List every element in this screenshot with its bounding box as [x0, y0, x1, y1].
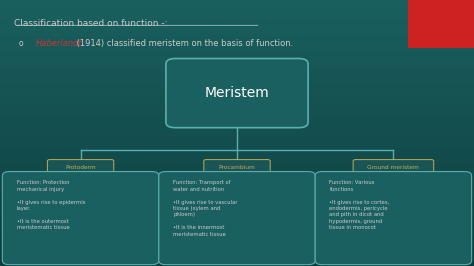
Bar — [0, 0, 474, 5]
Bar — [0, 59, 474, 64]
Bar — [0, 101, 474, 106]
Bar — [0, 21, 474, 27]
Bar — [0, 144, 474, 149]
Bar — [0, 255, 474, 261]
Bar — [0, 74, 474, 80]
Bar — [0, 37, 474, 43]
Text: Function: Various
functions

•It gives rise to cortex,
endodermis, pericycle
and: Function: Various functions •It gives ri… — [329, 180, 390, 230]
Bar — [0, 234, 474, 239]
Bar — [0, 239, 474, 245]
Text: Ground meristem: Ground meristem — [367, 165, 419, 170]
Bar — [0, 117, 474, 122]
FancyBboxPatch shape — [204, 160, 270, 176]
Bar — [0, 11, 474, 16]
Bar — [0, 229, 474, 234]
Text: o: o — [19, 39, 24, 48]
Text: (1914) classified meristem on the basis of function.: (1914) classified meristem on the basis … — [74, 39, 294, 48]
Bar — [0, 207, 474, 213]
Bar — [0, 176, 474, 181]
Bar — [0, 5, 474, 11]
Bar — [0, 154, 474, 160]
Bar — [0, 245, 474, 250]
Bar — [0, 218, 474, 223]
Bar — [0, 27, 474, 32]
Text: Classification based on function -:: Classification based on function -: — [14, 19, 168, 28]
Bar — [0, 261, 474, 266]
FancyBboxPatch shape — [166, 59, 308, 128]
Bar — [0, 181, 474, 186]
FancyBboxPatch shape — [47, 160, 114, 176]
Bar — [0, 192, 474, 197]
Bar — [0, 106, 474, 112]
Bar — [0, 170, 474, 176]
Bar — [0, 149, 474, 154]
Bar — [0, 48, 474, 53]
Text: Meristem: Meristem — [205, 86, 269, 100]
Bar — [0, 160, 474, 165]
Bar — [0, 128, 474, 133]
Bar — [0, 213, 474, 218]
Bar — [0, 80, 474, 85]
Bar — [0, 197, 474, 202]
Bar — [0, 43, 474, 48]
Bar — [0, 122, 474, 128]
Bar — [0, 90, 474, 96]
Bar — [0, 96, 474, 101]
FancyBboxPatch shape — [315, 172, 472, 265]
FancyBboxPatch shape — [159, 172, 315, 265]
Text: Haberlandt: Haberlandt — [36, 39, 82, 48]
Bar — [0, 69, 474, 74]
FancyBboxPatch shape — [2, 172, 159, 265]
Bar — [0, 64, 474, 69]
Bar — [0, 250, 474, 255]
Bar — [0, 223, 474, 229]
Text: Procambium: Procambium — [219, 165, 255, 170]
Bar — [0, 112, 474, 117]
FancyBboxPatch shape — [353, 160, 434, 176]
Bar — [0, 53, 474, 59]
FancyBboxPatch shape — [408, 0, 474, 48]
Text: Function: Protection
mechanical injury

•It gives rise to epidermis
layer.

•It : Function: Protection mechanical injury •… — [17, 180, 85, 230]
Bar — [0, 202, 474, 207]
Bar — [0, 16, 474, 21]
Bar — [0, 138, 474, 144]
Bar — [0, 32, 474, 37]
Text: Function: Transport of
water and nutrition

•It gives rise to vascular
tissue (x: Function: Transport of water and nutriti… — [173, 180, 237, 236]
Bar — [0, 165, 474, 170]
Bar — [0, 133, 474, 138]
Bar — [0, 85, 474, 90]
Text: Protoderm: Protoderm — [65, 165, 96, 170]
Bar — [0, 186, 474, 192]
